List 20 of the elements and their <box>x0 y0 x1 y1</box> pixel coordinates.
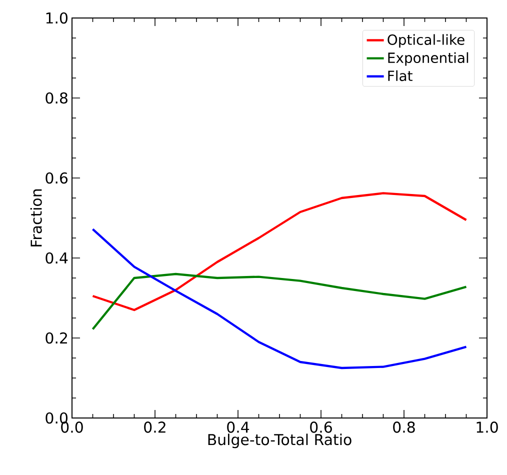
line-series <box>92 192 468 312</box>
line-series <box>92 272 468 330</box>
y-axis-title: Fraction <box>30 189 42 246</box>
legend-label: Exponential <box>388 52 468 66</box>
y-tick-label: 1.0 <box>46 12 68 24</box>
y-tick-label: 0.8 <box>46 92 68 104</box>
y-tick-label: 0.2 <box>46 332 67 344</box>
x-tick-label: 0.4 <box>227 422 250 433</box>
line-series <box>92 228 468 370</box>
x-tick-label: 0.8 <box>393 422 415 433</box>
x-tick-label: 0.0 <box>61 422 83 433</box>
y-tick-label: 0.0 <box>46 412 68 424</box>
x-tick-label: 0.2 <box>144 422 166 433</box>
y-tick-label: 0.4 <box>46 252 68 264</box>
x-axis-title: Bulge-to-Total Ratio <box>208 434 352 448</box>
legend-label: Optical-like <box>388 34 464 48</box>
x-tick-label: 0.6 <box>310 422 332 433</box>
y-tick-label: 0.6 <box>46 172 68 184</box>
legend-label: Flat <box>388 70 412 82</box>
x-tick-label: 1.0 <box>476 422 498 433</box>
